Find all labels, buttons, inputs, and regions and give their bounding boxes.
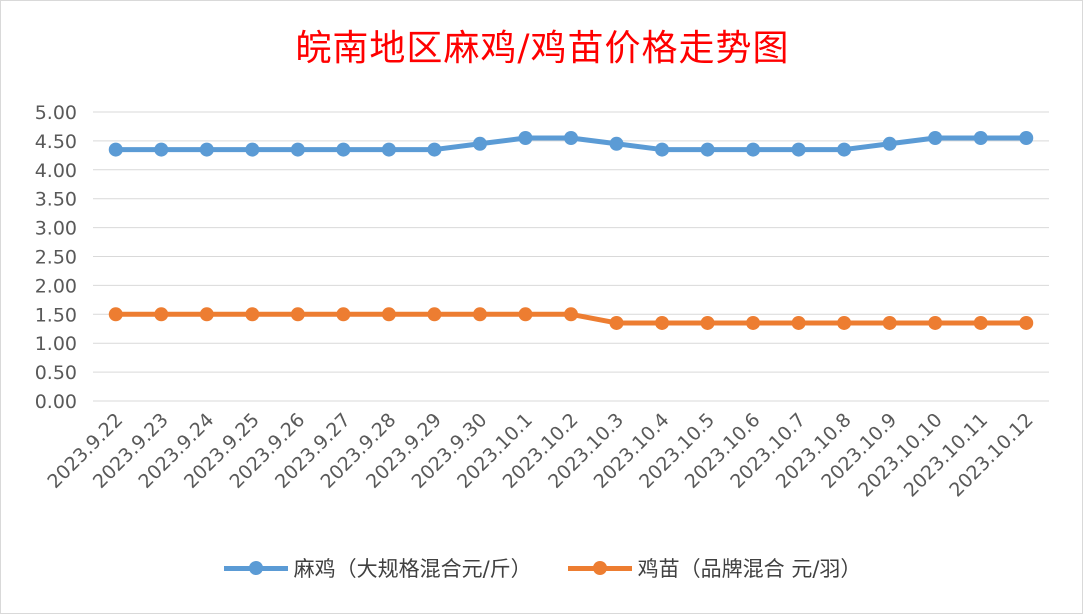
data-point-series-2 [336, 307, 351, 322]
y-tick-label: 3.00 [35, 218, 77, 240]
legend-label-series-2: 鸡苗（品牌混合 元/羽） [637, 557, 862, 581]
data-point-series-1 [700, 142, 715, 157]
data-point-series-1 [973, 131, 988, 146]
legend-item-series-2: 鸡苗（品牌混合 元/羽） [567, 553, 862, 583]
data-point-series-2 [837, 315, 852, 330]
data-point-series-2 [1019, 315, 1034, 330]
data-point-series-2 [609, 315, 624, 330]
legend-swatch-series-1 [223, 558, 288, 578]
data-point-series-2 [746, 315, 761, 330]
data-point-series-1 [199, 142, 214, 157]
data-point-series-2 [290, 307, 305, 322]
data-point-series-1 [928, 131, 943, 146]
data-point-series-1 [1019, 131, 1034, 146]
data-point-series-1 [154, 142, 169, 157]
data-point-series-2 [381, 307, 396, 322]
data-point-series-2 [928, 315, 943, 330]
y-tick-label: 1.50 [35, 304, 77, 326]
data-point-series-1 [290, 142, 305, 157]
y-tick-label: 2.00 [35, 275, 77, 297]
data-point-series-2 [245, 307, 260, 322]
y-tick-label: 3.50 [35, 189, 77, 211]
legend-item-series-1: 麻鸡（大规格混合元/斤） [223, 553, 532, 583]
data-point-series-1 [609, 136, 624, 151]
y-tick-label: 5.00 [35, 102, 77, 124]
data-point-series-2 [882, 315, 897, 330]
data-point-series-1 [427, 142, 442, 157]
data-point-series-2 [518, 307, 533, 322]
legend-label-series-1: 麻鸡（大规格混合元/斤） [293, 557, 532, 581]
data-point-series-2 [791, 315, 806, 330]
data-point-series-2 [973, 315, 988, 330]
data-point-series-1 [381, 142, 396, 157]
y-tick-label: 2.50 [35, 247, 77, 269]
data-point-series-2 [199, 307, 214, 322]
data-point-series-2 [700, 315, 715, 330]
y-tick-label: 0.00 [35, 391, 77, 413]
y-tick-label: 4.00 [35, 160, 77, 182]
data-point-series-1 [837, 142, 852, 157]
data-point-series-2 [154, 307, 169, 322]
y-tick-label: 0.50 [35, 362, 77, 384]
data-point-series-2 [472, 307, 487, 322]
data-point-series-1 [336, 142, 351, 157]
data-point-series-1 [655, 142, 670, 157]
data-point-series-2 [108, 307, 123, 322]
chart-title: 皖南地区麻鸡/鸡苗价格走势图 [295, 28, 790, 69]
y-tick-label: 4.50 [35, 131, 77, 153]
data-point-series-1 [791, 142, 806, 157]
legend: 麻鸡（大规格混合元/斤） 鸡苗（品牌混合 元/羽） [1, 553, 1083, 583]
data-point-series-1 [882, 136, 897, 151]
data-point-series-1 [472, 136, 487, 151]
y-tick-label: 1.00 [35, 333, 77, 355]
legend-swatch-series-2 [567, 558, 632, 578]
data-point-series-1 [108, 142, 123, 157]
data-point-series-1 [245, 142, 260, 157]
data-point-series-2 [655, 315, 670, 330]
data-point-series-2 [427, 307, 442, 322]
data-point-series-2 [564, 307, 578, 322]
data-point-series-1 [746, 142, 761, 157]
data-point-series-1 [518, 131, 533, 146]
data-point-series-1 [564, 131, 578, 146]
